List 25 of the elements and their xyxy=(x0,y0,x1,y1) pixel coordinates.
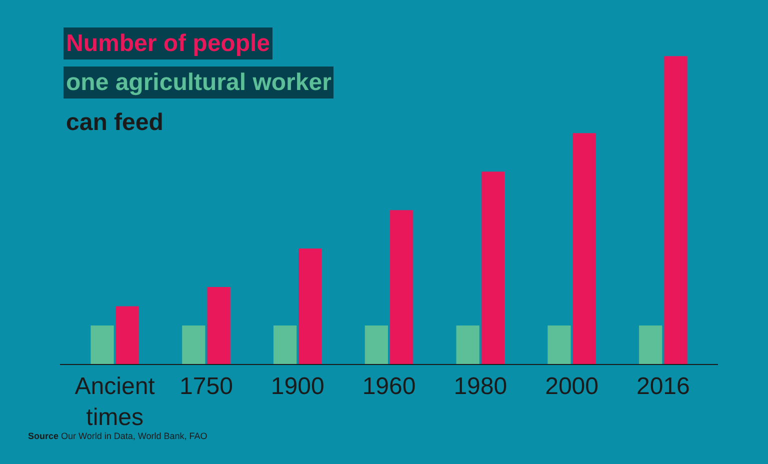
bar xyxy=(364,326,388,364)
text: Number of people xyxy=(66,30,270,57)
bar xyxy=(639,326,662,364)
source-note: Source Our World in Data, World Bank, FAO xyxy=(28,431,208,441)
bar xyxy=(664,56,688,364)
text: can feed xyxy=(66,109,164,136)
x-tick-label: 1900 xyxy=(270,372,324,400)
bar xyxy=(390,210,414,364)
bar xyxy=(207,287,230,364)
bar xyxy=(548,326,571,364)
x-tick-label: 1750 xyxy=(180,372,233,400)
bar xyxy=(481,172,505,364)
bar xyxy=(182,326,206,364)
x-tick-label: 1960 xyxy=(362,372,416,400)
x-tick-label: 2000 xyxy=(545,372,598,400)
bar xyxy=(298,248,322,364)
x-tick-label: 1980 xyxy=(454,372,508,400)
bar xyxy=(116,306,139,364)
bar xyxy=(572,133,596,364)
x-tick-label: 2016 xyxy=(636,372,690,400)
text: one agricultural worker xyxy=(66,69,332,96)
x-tick-label: Ancient times xyxy=(74,372,156,431)
bar xyxy=(273,326,297,364)
bar xyxy=(90,326,114,364)
bar xyxy=(456,326,480,364)
